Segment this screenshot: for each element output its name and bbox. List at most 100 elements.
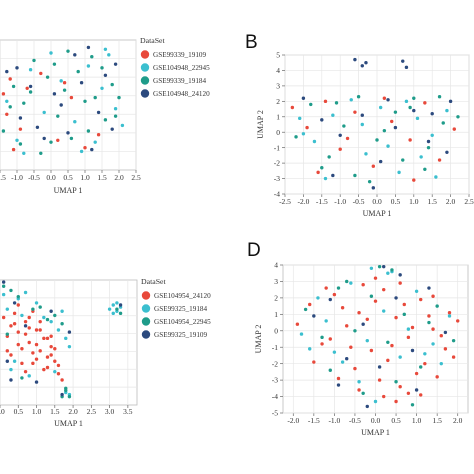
x-tick-label: -1.5 [0,173,6,182]
data-point [406,335,411,340]
data-point [398,281,402,285]
data-point [360,122,364,127]
data-point [56,138,60,142]
data-point [5,112,9,116]
data-point [361,283,365,287]
data-point [96,133,101,137]
data-point [67,344,72,349]
data-point [62,81,67,85]
data-point [349,345,353,349]
x-tick-label: -1.0 [328,416,340,425]
data-point [32,58,36,63]
x-tick-label: 2.5 [464,197,474,206]
data-point [59,103,63,107]
data-point [382,309,386,313]
data-point [113,107,118,111]
data-point [9,353,13,357]
data-point [406,327,411,331]
data-point [20,376,24,380]
data-point [56,372,61,376]
x-axis-label: UMAP 1 [54,186,83,195]
data-point [28,90,33,94]
x-tick-label: 2.5 [131,173,141,182]
data-point [64,388,68,393]
data-point [404,99,409,104]
data-point [66,49,70,53]
data-point [365,338,369,343]
y-tick-label: 4 [276,66,280,75]
y-tick-label: 0 [274,326,278,335]
data-point [353,366,357,371]
data-point [42,110,46,115]
y-axis-label: UMAP 2 [254,325,263,354]
panel-label: B [245,32,258,53]
data-point [298,116,302,121]
panel-label: D [247,240,261,261]
data-point [9,378,13,382]
data-point [100,66,104,70]
data-point [364,61,368,65]
data-point [45,365,50,370]
x-tick-label: 0.0 [0,407,5,416]
data-point [406,391,411,395]
x-tick-label: -2.5 [279,197,291,206]
data-point [410,325,415,330]
data-point [324,319,328,323]
data-point [394,296,398,300]
data-point [382,96,387,100]
data-point [103,118,108,122]
data-point [328,297,332,302]
y-axis-label: UMAP 2 [256,110,265,139]
y-tick-label: -2 [274,159,280,168]
data-point [361,322,365,326]
data-point [414,289,419,294]
legend-label: GSE99325_19109 [154,331,208,339]
legend-marker [141,304,151,313]
data-point [439,361,443,366]
data-point [386,271,390,275]
data-point [398,384,402,389]
data-point [35,125,40,129]
data-point [382,264,386,269]
data-point [331,173,335,178]
data-point [49,334,53,338]
data-point [323,99,328,104]
data-point [334,101,339,105]
data-point [360,113,364,117]
data-point [456,115,460,119]
data-point [305,125,309,130]
data-point [402,302,406,307]
data-point [18,127,23,131]
data-point [345,324,349,328]
y-tick-label: 4 [274,261,278,270]
data-point [69,95,74,100]
data-point [290,105,295,110]
data-point [408,105,412,110]
legend-label: GSE104948_24120 [153,90,210,98]
data-point [64,336,68,341]
data-point [404,65,409,70]
data-point [345,279,349,284]
x-tick-label: 3.0 [105,407,115,416]
data-point [16,294,20,299]
data-point [111,303,115,307]
data-point [353,173,357,178]
data-point [401,158,405,162]
data-point [398,273,402,277]
data-point [53,369,57,374]
data-point [394,399,398,404]
data-point [447,310,452,315]
legend-marker [140,89,150,98]
data-point [56,363,61,368]
data-point [332,350,337,354]
data-point [93,95,97,100]
data-point [451,355,456,359]
data-point [377,378,382,382]
y-tick-label: -4 [274,190,280,199]
legend-label: GSE99339_19109 [153,51,207,59]
data-point [430,133,434,138]
x-tick-label: -2.0 [297,197,309,206]
data-point [52,62,57,66]
series-4 [1,280,123,397]
x-tick-label: 1.5 [428,197,438,206]
